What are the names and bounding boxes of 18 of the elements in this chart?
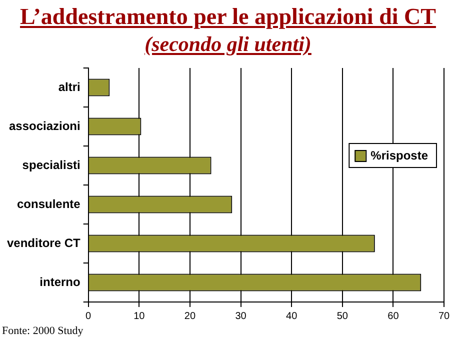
x-tick-label: 10: [134, 310, 146, 322]
y-tick-label: consulente: [16, 196, 81, 211]
y-tick-label: venditore CT: [7, 236, 82, 250]
x-tick-label: 40: [286, 310, 298, 322]
x-tick-label: 50: [336, 310, 348, 322]
x-tick-label: 30: [235, 310, 247, 322]
source-note: Fonte: 2000 Study: [2, 325, 84, 337]
y-tick-label: interno: [40, 274, 80, 289]
y-tick-label: specialisti: [22, 158, 80, 172]
y-tick-label: associazioni: [8, 118, 80, 133]
chart-title: L’addestramento per le applicazioni di CT: [19, 4, 437, 30]
x-tick-label: 70: [438, 310, 450, 322]
x-tick-label: 0: [86, 310, 92, 322]
chart-subtitle: (secondo gli utenti): [144, 32, 312, 57]
y-tick-label: altri: [58, 80, 80, 94]
x-tick-label: 20: [184, 310, 196, 322]
legend-label: %risposte: [370, 148, 428, 162]
x-tick-label: 60: [388, 310, 400, 322]
